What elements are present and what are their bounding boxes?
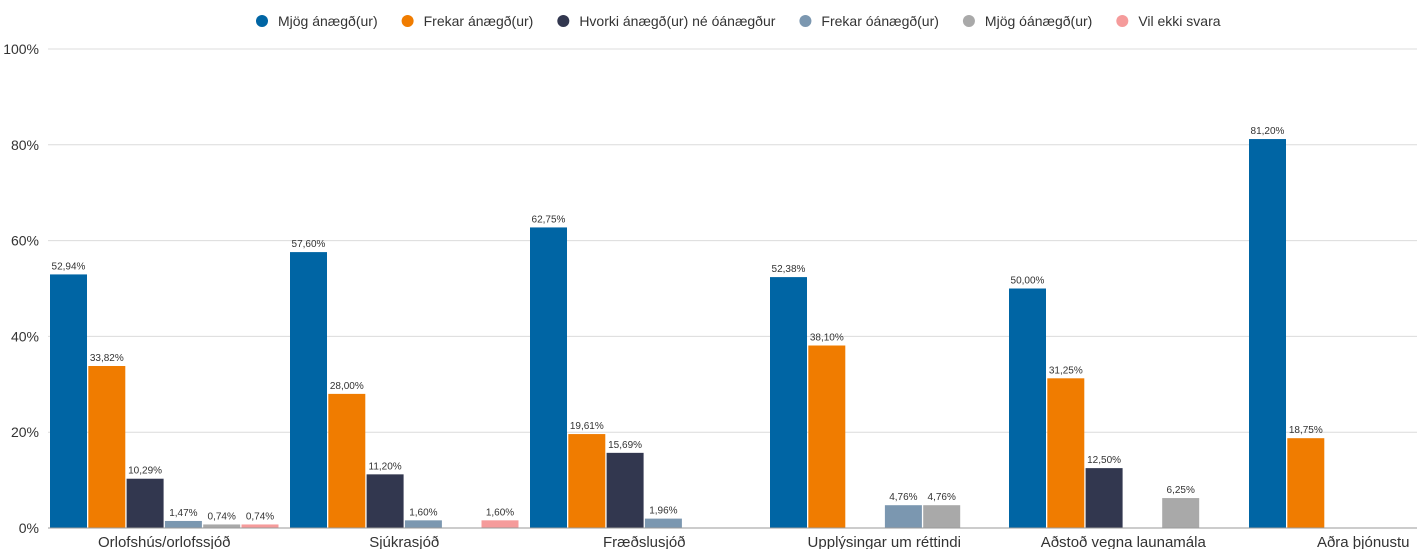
data-label: 57,60% — [292, 239, 326, 250]
data-label: 1,96% — [649, 506, 677, 517]
bar — [884, 505, 922, 528]
legend-label: Frekar óánægð(ur) — [821, 13, 939, 29]
data-label: 0,74% — [246, 511, 274, 522]
legend: Mjög ánægð(ur) Frekar ánægð(ur) Hvorki ánæ… — [256, 13, 1221, 29]
data-label: 0,74% — [208, 511, 236, 522]
data-label: 31,25% — [1049, 365, 1083, 376]
data-label: 33,82% — [90, 353, 124, 364]
bar — [770, 277, 807, 528]
legend-label: Frekar ánægð(ur) — [424, 13, 534, 29]
bar — [88, 366, 126, 528]
bars-layer — [50, 139, 1325, 529]
data-label: 6,25% — [1167, 485, 1195, 496]
bar — [1287, 438, 1325, 528]
axis-layer: 0% 20% 40% 60% 80% 100% Orlofshús/orlofssjóð Sj… — [3, 41, 1417, 549]
x-category-label: Orlofshús/orlofssjóð — [98, 534, 231, 549]
bar — [1162, 498, 1200, 528]
data-label: 50,00% — [1011, 276, 1045, 287]
data-label: 52,38% — [772, 264, 806, 275]
legend-marker — [799, 15, 812, 27]
legend-marker — [1116, 15, 1129, 27]
data-label: 1,60% — [409, 507, 437, 518]
bar — [1009, 288, 1046, 528]
legend-label: Mjög ánægð(ur) — [278, 13, 378, 29]
data-label: 81,20% — [1251, 126, 1285, 137]
y-tick-label: 100% — [3, 41, 39, 57]
bar — [1047, 378, 1085, 528]
bar — [50, 274, 87, 528]
legend-label: Vil ekki svara — [1138, 13, 1220, 29]
data-label: 28,00% — [330, 381, 364, 392]
legend-marker — [401, 15, 414, 27]
data-label: 52,94% — [52, 261, 86, 272]
x-category-label: Sjúkrasjóð — [369, 534, 439, 549]
x-category-label: Aðra þjónustu — [1317, 534, 1410, 549]
data-label: 18,75% — [1289, 425, 1323, 436]
bar — [241, 524, 279, 528]
legend-label: Hvorki ánægð(ur) né óánægður — [579, 13, 775, 29]
bar — [808, 345, 846, 528]
data-label: 19,61% — [570, 421, 604, 432]
bar — [366, 474, 404, 528]
y-tick-label: 80% — [11, 137, 39, 153]
data-label: 38,10% — [810, 333, 844, 344]
bar — [328, 393, 366, 528]
legend-marker — [962, 15, 975, 27]
x-category-label: Upplýsingar um réttindi — [808, 534, 961, 549]
bar — [404, 520, 442, 528]
bar — [644, 518, 682, 528]
data-labels-layer: 52,94% 33,82% 10,29% 1,47% 0,74% 0,74% 57,60% 2… — [52, 126, 1323, 522]
bar — [923, 505, 961, 528]
bar — [290, 252, 327, 528]
y-tick-label: 20% — [11, 424, 39, 440]
bar — [1249, 139, 1286, 528]
x-category-label: Fræðslusjóð — [603, 534, 686, 549]
data-label: 11,20% — [369, 461, 402, 472]
bar — [568, 434, 606, 528]
bar — [1085, 468, 1123, 528]
data-label: 62,75% — [532, 214, 566, 225]
bar — [164, 520, 202, 528]
data-label: 1,47% — [169, 508, 197, 519]
data-label: 10,29% — [128, 466, 162, 477]
y-tick-label: 60% — [11, 233, 39, 249]
data-label: 1,60% — [486, 507, 514, 518]
legend-marker — [256, 15, 268, 27]
bar — [530, 227, 567, 529]
legend-label: Mjög óánægð(ur) — [985, 13, 1092, 29]
data-label: 15,69% — [608, 440, 642, 451]
x-category-label: Aðstoð vegna launamála — [1041, 534, 1207, 549]
y-tick-label: 40% — [11, 328, 39, 344]
bar — [481, 520, 519, 528]
data-label: 12,50% — [1087, 455, 1121, 466]
y-tick-label: 0% — [19, 520, 39, 536]
data-label: 4,76% — [928, 492, 956, 503]
bar — [203, 524, 241, 528]
bar — [606, 452, 644, 528]
grid-layer — [48, 48, 1417, 433]
bar — [126, 478, 164, 528]
legend-marker — [557, 15, 570, 27]
data-label: 4,76% — [889, 492, 917, 503]
